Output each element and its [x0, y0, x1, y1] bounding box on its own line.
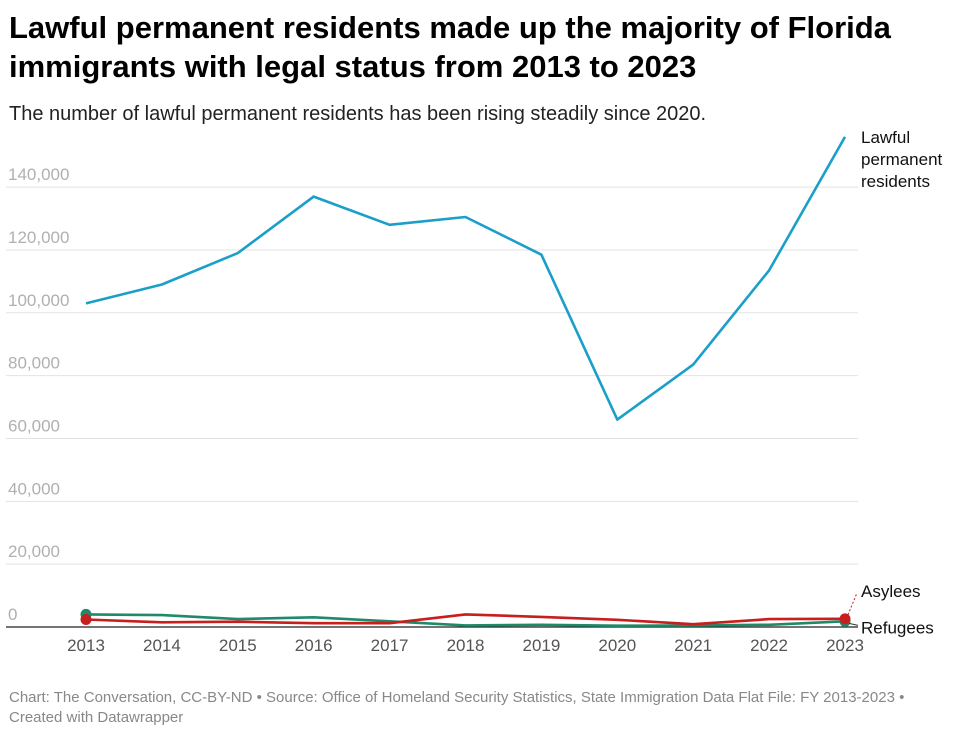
y-tick-label: 0 — [8, 605, 17, 624]
series-labels: Lawful permanent residents Asylees Refugees — [847, 130, 943, 637]
chart-title: Lawful permanent residents made up the m… — [9, 10, 891, 84]
series-label: residents — [861, 172, 930, 191]
line-chart: 0 20,000 40,000 60,000 80,000 100,000 120,000 1… — [6, 130, 943, 655]
x-tick-label: 2022 — [750, 636, 788, 655]
y-tick-label: 80,000 — [8, 354, 60, 373]
chart-footer: Chart: The Conversation, CC-BY-ND • Sour… — [9, 689, 905, 726]
series-label: Lawful — [861, 130, 910, 147]
label-connector — [847, 592, 858, 616]
series-line — [85, 613, 846, 626]
series-lines — [80, 136, 851, 628]
y-tick-label: 140,000 — [8, 165, 69, 184]
y-tick-label: 120,000 — [8, 228, 69, 247]
x-tick-label: 2017 — [371, 636, 409, 655]
label-connector — [848, 622, 859, 626]
chart-subtitle: The number of lawful permanent residents… — [9, 103, 707, 125]
x-tick-label: 2015 — [219, 636, 257, 655]
x-tick-label: 2023 — [826, 636, 864, 655]
series-label: permanent — [861, 150, 943, 169]
x-tick-label: 2013 — [67, 636, 105, 655]
x-tick-label: 2019 — [522, 636, 560, 655]
series-line — [85, 136, 847, 421]
series-end-point — [839, 613, 851, 625]
y-tick-label: 100,000 — [8, 291, 69, 310]
series-line — [85, 613, 846, 628]
gridlines — [6, 186, 858, 628]
x-tick-label: 2020 — [598, 636, 636, 655]
series-label: Refugees — [861, 618, 934, 637]
series-end-point — [80, 613, 92, 625]
y-tick-label: 20,000 — [8, 542, 60, 561]
x-tick-label: 2016 — [295, 636, 333, 655]
x-tick-label: 2018 — [447, 636, 485, 655]
y-axis: 0 20,000 40,000 60,000 80,000 100,000 120,000 1… — [8, 165, 69, 624]
x-tick-label: 2021 — [674, 636, 712, 655]
y-tick-label: 40,000 — [8, 479, 60, 498]
x-axis: 2013 2014 2015 2016 2017 2018 2019 2020 2021 2022… — [67, 636, 864, 655]
series-label: Asylees — [861, 582, 921, 601]
x-tick-label: 2014 — [143, 636, 181, 655]
y-tick-label: 60,000 — [8, 416, 60, 435]
